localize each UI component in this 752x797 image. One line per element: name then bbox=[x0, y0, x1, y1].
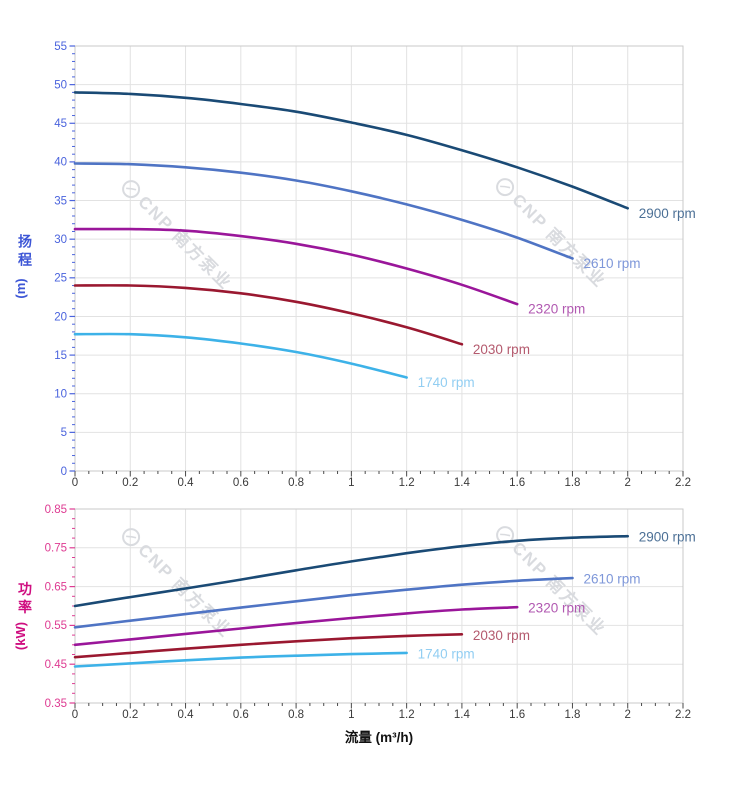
x-tick-label: 1.2 bbox=[399, 709, 415, 721]
curve-2320-rpm bbox=[73, 605, 519, 647]
x-tick-label: 0.4 bbox=[178, 477, 195, 489]
y-tick-label: 0.75 bbox=[45, 543, 67, 555]
x-tick-label: 0 bbox=[72, 477, 78, 489]
y-tick-label: 40 bbox=[54, 157, 67, 169]
curve-1740-rpm bbox=[73, 651, 408, 668]
y-tick-label: 15 bbox=[54, 350, 67, 362]
y-axis-title: 率 bbox=[18, 599, 32, 615]
rpm-label: 2900 rpm bbox=[639, 206, 696, 221]
y-tick-label: 50 bbox=[54, 79, 67, 91]
y-tick-label: 0.65 bbox=[45, 581, 67, 593]
y-tick-label: 10 bbox=[54, 389, 67, 401]
x-tick-label: 1.8 bbox=[564, 477, 580, 489]
rpm-label: 2030 rpm bbox=[473, 342, 530, 357]
x-tick-label: 0.6 bbox=[233, 709, 249, 721]
y-tick-label: 35 bbox=[54, 195, 67, 207]
curve-2320-rpm bbox=[73, 227, 519, 306]
curve-1740-rpm bbox=[73, 332, 408, 379]
curve-2610-rpm bbox=[73, 162, 574, 260]
cnp-circle-logo-icon bbox=[496, 178, 515, 197]
x-tick-label: 1.8 bbox=[564, 709, 580, 721]
x-tick-label: 0.8 bbox=[288, 477, 304, 489]
rpm-label: 2610 rpm bbox=[583, 572, 640, 587]
y-axis-title: 扬 bbox=[18, 234, 32, 250]
x-tick-label: 0.2 bbox=[122, 477, 138, 489]
y-tick-label: 0 bbox=[61, 466, 67, 478]
x-tick-label: 0.6 bbox=[233, 477, 249, 489]
x-tick-label: 2 bbox=[625, 477, 631, 489]
y-tick-label: 45 bbox=[54, 118, 67, 130]
y-tick-label: 0.35 bbox=[45, 698, 67, 710]
y-tick-label: 0.45 bbox=[45, 659, 67, 671]
cnp-circle-logo-icon bbox=[122, 180, 141, 199]
x-axis-title: 流量 (m³/h) bbox=[345, 729, 413, 745]
y-tick-label: 0.85 bbox=[45, 504, 67, 516]
x-tick-label: 0 bbox=[72, 709, 78, 721]
curve-2030-rpm bbox=[73, 284, 464, 346]
x-tick-label: 1.4 bbox=[454, 709, 471, 721]
curve-2610-rpm bbox=[73, 576, 574, 629]
x-tick-label: 1.4 bbox=[454, 477, 471, 489]
cnp-logo-swirl-icon bbox=[500, 533, 511, 537]
x-tick-label: 0.4 bbox=[178, 709, 195, 721]
y-axis-unit: (kW) bbox=[13, 622, 28, 650]
curve-2030-rpm bbox=[73, 633, 464, 659]
rpm-label: 2610 rpm bbox=[583, 256, 640, 271]
y-axis-title: 程 bbox=[18, 252, 32, 268]
watermark: CNP 南方泵业 bbox=[496, 178, 610, 292]
rpm-label: 1740 rpm bbox=[418, 375, 475, 390]
watermark-text: CNP 南方泵业 bbox=[508, 538, 610, 640]
x-tick-label: 1 bbox=[348, 709, 354, 721]
curve-2900-rpm bbox=[73, 91, 629, 210]
x-tick-label: 2.2 bbox=[675, 477, 691, 489]
x-tick-label: 1 bbox=[348, 477, 354, 489]
rpm-label: 2900 rpm bbox=[639, 530, 696, 545]
x-tick-label: 0.8 bbox=[288, 709, 304, 721]
y-axis-title: 功 bbox=[18, 581, 32, 597]
x-tick-label: 2 bbox=[625, 709, 631, 721]
cnp-logo-swirl-icon bbox=[126, 535, 137, 539]
y-tick-label: 30 bbox=[54, 234, 67, 246]
x-tick-label: 1.6 bbox=[509, 709, 525, 721]
rpm-label: 2030 rpm bbox=[473, 628, 530, 643]
y-tick-label: 0.55 bbox=[45, 620, 67, 632]
rpm-label: 2320 rpm bbox=[528, 302, 585, 317]
y-tick-label: 5 bbox=[61, 427, 67, 439]
y-tick-label: 25 bbox=[54, 273, 67, 285]
rpm-label: 1740 rpm bbox=[418, 646, 475, 661]
x-tick-label: 0.2 bbox=[122, 709, 138, 721]
y-tick-label: 20 bbox=[54, 311, 67, 323]
curve-2900-rpm bbox=[73, 534, 629, 608]
cnp-logo-swirl-icon bbox=[500, 185, 511, 189]
rpm-label: 2320 rpm bbox=[528, 601, 585, 616]
cnp-circle-logo-icon bbox=[122, 528, 141, 547]
y-tick-label: 55 bbox=[54, 41, 67, 53]
x-tick-label: 1.6 bbox=[509, 477, 525, 489]
x-tick-label: 2.2 bbox=[675, 709, 691, 721]
cnp-logo-swirl-icon bbox=[126, 187, 137, 191]
y-axis-unit: (m) bbox=[13, 278, 28, 298]
x-tick-label: 1.2 bbox=[399, 477, 415, 489]
